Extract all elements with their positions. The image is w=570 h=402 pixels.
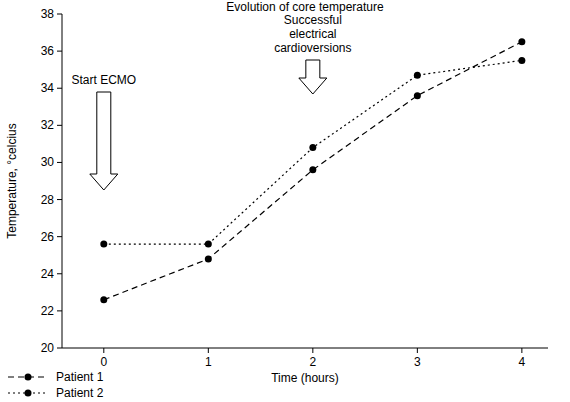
- legend-label: Patient 1: [56, 370, 104, 384]
- title: Evolution of core temperature: [226, 0, 384, 14]
- y-tick: [57, 310, 62, 311]
- marker: [309, 144, 316, 151]
- x-tick: [208, 348, 209, 353]
- y-tick-label: 24: [41, 267, 55, 281]
- annotation-text: Successfulelectricalcardioversions: [274, 13, 351, 55]
- marker: [205, 241, 212, 248]
- x-tick-label: 4: [519, 355, 526, 369]
- legend-marker: [25, 374, 32, 381]
- y-axis: [62, 14, 63, 348]
- marker: [518, 57, 525, 64]
- series-line: [104, 42, 522, 300]
- x-tick-label: 2: [309, 355, 316, 369]
- marker: [205, 255, 212, 262]
- x-axis-label: Time (hours): [271, 371, 339, 385]
- y-tick: [57, 88, 62, 89]
- marker: [518, 38, 525, 45]
- series-line: [104, 60, 522, 244]
- x-tick-label: 1: [205, 355, 212, 369]
- y-tick-label: 30: [41, 155, 55, 169]
- y-tick: [57, 199, 62, 200]
- y-axis-label: Temperature, °celcius: [5, 123, 19, 239]
- annotation-line: cardioversions: [274, 41, 351, 55]
- x-tick: [312, 348, 313, 353]
- legend-marker: [25, 390, 32, 397]
- y-tick-label: 36: [41, 44, 55, 58]
- y-tick-label: 38: [41, 7, 55, 21]
- x-tick-label: 3: [414, 355, 421, 369]
- y-tick: [57, 348, 62, 349]
- y-tick: [57, 51, 62, 52]
- annotation-line: electrical: [289, 27, 336, 41]
- annotation-line: Start ECMO: [71, 73, 136, 87]
- annotation-arrow: [90, 92, 118, 190]
- marker: [100, 241, 107, 248]
- x-axis: [62, 348, 548, 349]
- x-tick: [103, 348, 104, 353]
- y-tick: [57, 273, 62, 274]
- y-tick-label: 26: [41, 230, 55, 244]
- y-tick-label: 34: [41, 81, 55, 95]
- x-tick: [417, 348, 418, 353]
- annotation-text: Start ECMO: [71, 73, 136, 87]
- y-tick: [57, 236, 62, 237]
- chart: Evolution of core temperature20222426283…: [0, 0, 570, 402]
- marker: [100, 296, 107, 303]
- y-tick: [57, 14, 62, 15]
- y-tick-label: 20: [41, 341, 55, 355]
- marker: [309, 166, 316, 173]
- x-tick: [521, 348, 522, 353]
- annotation-line: Successful: [284, 13, 342, 27]
- annotation-arrow: [299, 60, 327, 94]
- y-tick: [57, 162, 62, 163]
- marker: [414, 72, 421, 79]
- legend-label: Patient 2: [56, 386, 104, 400]
- y-tick: [57, 125, 62, 126]
- marker: [414, 92, 421, 99]
- x-tick-label: 0: [100, 355, 107, 369]
- y-tick-label: 32: [41, 118, 55, 132]
- y-tick-label: 28: [41, 193, 55, 207]
- y-tick-label: 22: [41, 304, 55, 318]
- plot-area: [100, 38, 525, 303]
